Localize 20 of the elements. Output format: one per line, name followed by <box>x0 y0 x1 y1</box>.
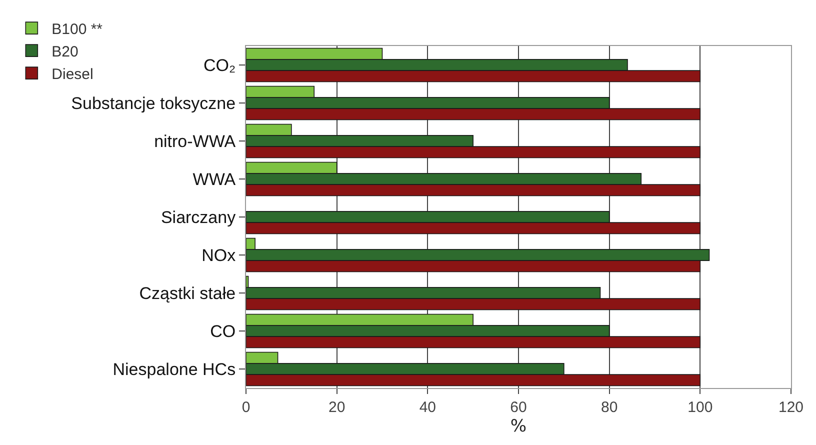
x-tick-label: 100 <box>688 399 713 416</box>
x-tick-label: 120 <box>778 399 804 416</box>
y-tick-label: Siarczany <box>160 208 236 227</box>
legend-label: B100 ** <box>52 20 103 38</box>
legend-label: B20 <box>52 43 78 60</box>
legend-label: Diesel <box>52 66 94 83</box>
y-tick-label: CO <box>210 322 236 341</box>
x-axis-title: % <box>510 416 527 436</box>
x-tick-label: 0 <box>242 399 250 416</box>
x-tick-label: 60 <box>510 399 527 416</box>
x-tick-label: 20 <box>328 399 346 416</box>
y-tick-label: CO₂ <box>203 56 236 75</box>
y-tick-label: Niespalone HCs <box>112 360 236 379</box>
x-tick-label: 80 <box>600 399 618 416</box>
y-tick-label: WWA <box>192 170 236 189</box>
y-tick-label: nitro-WWA <box>154 132 236 151</box>
y-tick-label: Substancje toksyczne <box>71 94 236 113</box>
y-tick-label: Cząstki stałe <box>139 284 236 303</box>
y-tick-label: NOx <box>202 246 236 265</box>
x-tick-label: 40 <box>419 399 436 416</box>
